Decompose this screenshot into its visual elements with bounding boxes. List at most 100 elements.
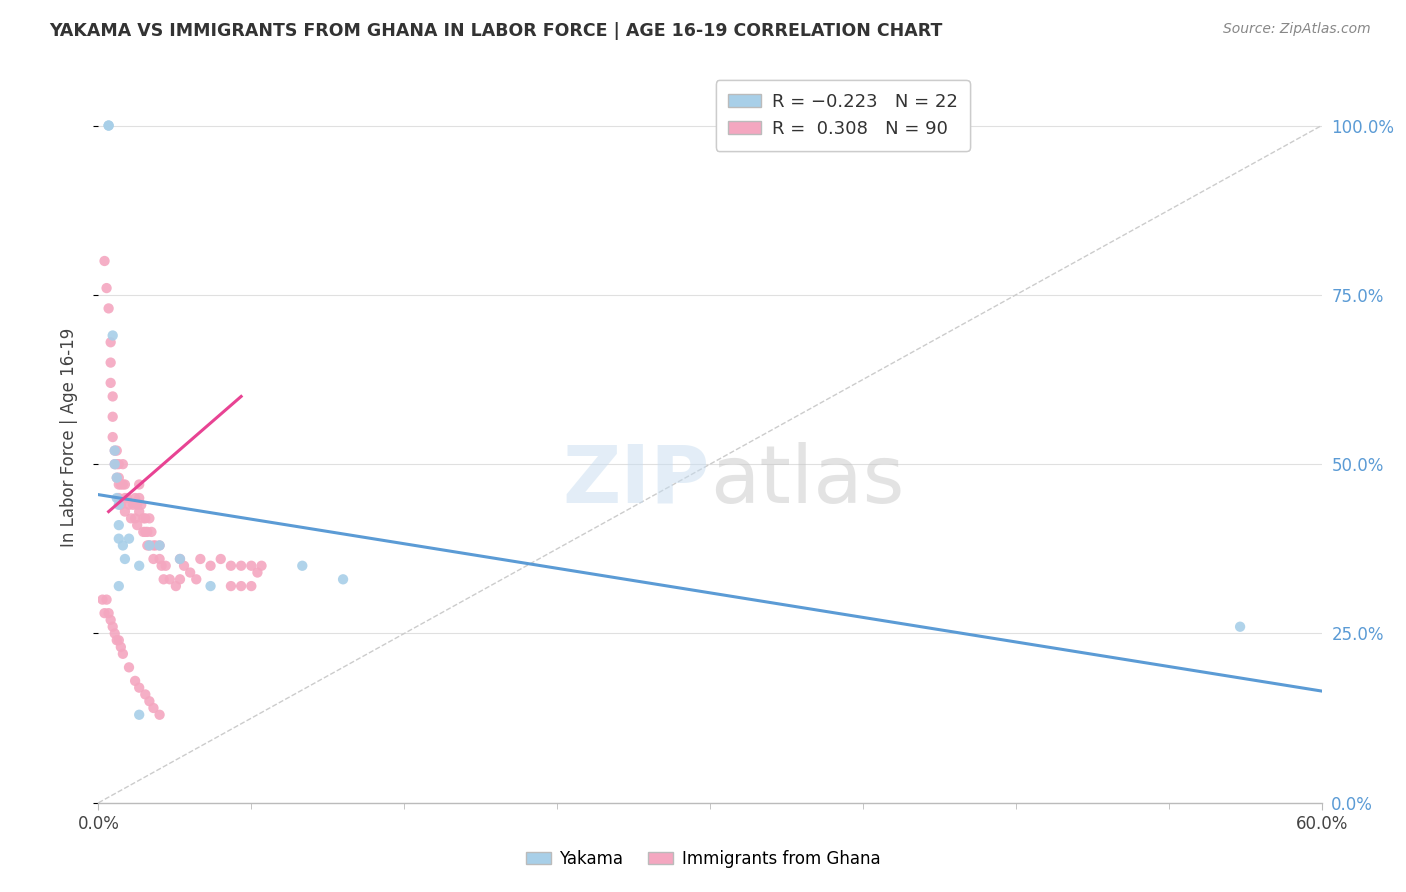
Point — [111, 538, 134, 552]
Point — [97, 119, 120, 133]
Point — [138, 538, 160, 552]
Point — [110, 498, 132, 512]
Point — [250, 558, 273, 573]
Point — [111, 477, 134, 491]
Point — [134, 688, 156, 702]
Point — [149, 538, 172, 552]
Point — [97, 119, 120, 133]
Point — [136, 524, 159, 539]
Point — [142, 552, 165, 566]
Point — [118, 660, 141, 674]
Point — [104, 443, 127, 458]
Point — [108, 633, 131, 648]
Point — [105, 457, 128, 471]
Point — [149, 552, 172, 566]
Point — [108, 518, 131, 533]
Point — [118, 498, 141, 512]
Point — [105, 471, 128, 485]
Point — [104, 457, 127, 471]
Text: Source: ZipAtlas.com: Source: ZipAtlas.com — [1223, 22, 1371, 37]
Text: ZIP: ZIP — [562, 442, 710, 520]
Point — [142, 538, 165, 552]
Point — [96, 592, 118, 607]
Point — [96, 281, 118, 295]
Point — [114, 477, 136, 491]
Point — [209, 552, 232, 566]
Point — [124, 673, 146, 688]
Point — [169, 552, 191, 566]
Point — [108, 498, 131, 512]
Point — [91, 592, 114, 607]
Point — [219, 558, 242, 573]
Point — [149, 538, 172, 552]
Point — [93, 606, 115, 620]
Point — [132, 524, 155, 539]
Point — [124, 511, 146, 525]
Point — [332, 572, 354, 586]
Point — [291, 558, 314, 573]
Point — [97, 301, 120, 316]
Point — [105, 443, 128, 458]
Point — [127, 498, 149, 512]
Point — [108, 532, 131, 546]
Point — [200, 579, 222, 593]
Point — [138, 538, 160, 552]
Point — [188, 552, 212, 566]
Point — [105, 491, 128, 505]
Point — [134, 511, 156, 525]
Point — [104, 626, 127, 640]
Point — [110, 477, 132, 491]
Point — [159, 572, 181, 586]
Point — [108, 477, 131, 491]
Point — [104, 443, 127, 458]
Point — [93, 254, 115, 268]
Point — [129, 498, 152, 512]
Point — [108, 457, 131, 471]
Point — [100, 613, 122, 627]
Point — [101, 328, 124, 343]
Point — [128, 681, 150, 695]
Point — [231, 558, 253, 573]
Point — [105, 633, 128, 648]
Point — [114, 491, 136, 505]
Point — [138, 694, 160, 708]
Point — [179, 566, 201, 580]
Point — [138, 511, 160, 525]
Point — [105, 471, 128, 485]
Point — [186, 572, 208, 586]
Point — [100, 355, 122, 369]
Text: atlas: atlas — [710, 442, 904, 520]
Point — [149, 707, 172, 722]
Point — [169, 552, 191, 566]
Point — [124, 491, 146, 505]
Point — [231, 579, 253, 593]
Legend: R = −0.223   N = 22, R =  0.308   N = 90: R = −0.223 N = 22, R = 0.308 N = 90 — [716, 80, 970, 151]
Point — [246, 566, 269, 580]
Point — [101, 389, 124, 403]
Point — [120, 511, 142, 525]
Point — [219, 579, 242, 593]
Point — [104, 457, 127, 471]
Point — [240, 579, 263, 593]
Point — [132, 511, 155, 525]
Point — [110, 640, 132, 654]
Text: YAKAMA VS IMMIGRANTS FROM GHANA IN LABOR FORCE | AGE 16-19 CORRELATION CHART: YAKAMA VS IMMIGRANTS FROM GHANA IN LABOR… — [49, 22, 942, 40]
Point — [108, 471, 131, 485]
Point — [152, 572, 174, 586]
Point — [240, 558, 263, 573]
Point — [100, 335, 122, 350]
Point — [136, 538, 159, 552]
Point — [145, 538, 167, 552]
Point — [169, 572, 191, 586]
Legend: Yakama, Immigrants from Ghana: Yakama, Immigrants from Ghana — [519, 844, 887, 875]
Point — [1229, 620, 1251, 634]
Point — [101, 409, 124, 424]
Point — [150, 558, 173, 573]
Point — [128, 477, 150, 491]
Point — [115, 491, 138, 505]
Point — [101, 620, 124, 634]
Point — [100, 376, 122, 390]
Point — [141, 524, 163, 539]
Point — [108, 491, 131, 505]
Point — [128, 707, 150, 722]
